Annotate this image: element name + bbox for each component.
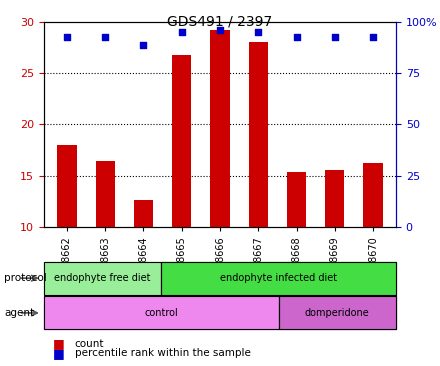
Bar bbox=[57, 145, 77, 227]
Text: endophyte infected diet: endophyte infected diet bbox=[220, 273, 337, 283]
Point bbox=[178, 29, 185, 35]
Text: GDS491 / 2397: GDS491 / 2397 bbox=[167, 15, 273, 29]
Point bbox=[370, 34, 377, 40]
Bar bbox=[95, 161, 115, 227]
Bar bbox=[363, 163, 383, 227]
Text: ■: ■ bbox=[53, 347, 65, 360]
Text: control: control bbox=[144, 308, 178, 318]
Point bbox=[102, 34, 109, 40]
Text: ■: ■ bbox=[53, 337, 65, 351]
Bar bbox=[287, 172, 306, 227]
Point bbox=[331, 34, 338, 40]
Point bbox=[255, 29, 262, 35]
Text: domperidone: domperidone bbox=[305, 308, 370, 318]
Point bbox=[140, 42, 147, 48]
Text: agent: agent bbox=[4, 308, 34, 318]
Point bbox=[216, 27, 224, 33]
Bar bbox=[172, 55, 191, 227]
Bar bbox=[134, 200, 153, 227]
Text: count: count bbox=[75, 339, 104, 349]
Text: endophyte free diet: endophyte free diet bbox=[55, 273, 151, 283]
Point bbox=[293, 34, 300, 40]
Text: protocol: protocol bbox=[4, 273, 47, 283]
Bar bbox=[249, 42, 268, 227]
Text: percentile rank within the sample: percentile rank within the sample bbox=[75, 348, 251, 358]
Bar bbox=[210, 30, 230, 227]
Point bbox=[63, 34, 70, 40]
Bar bbox=[325, 169, 345, 227]
